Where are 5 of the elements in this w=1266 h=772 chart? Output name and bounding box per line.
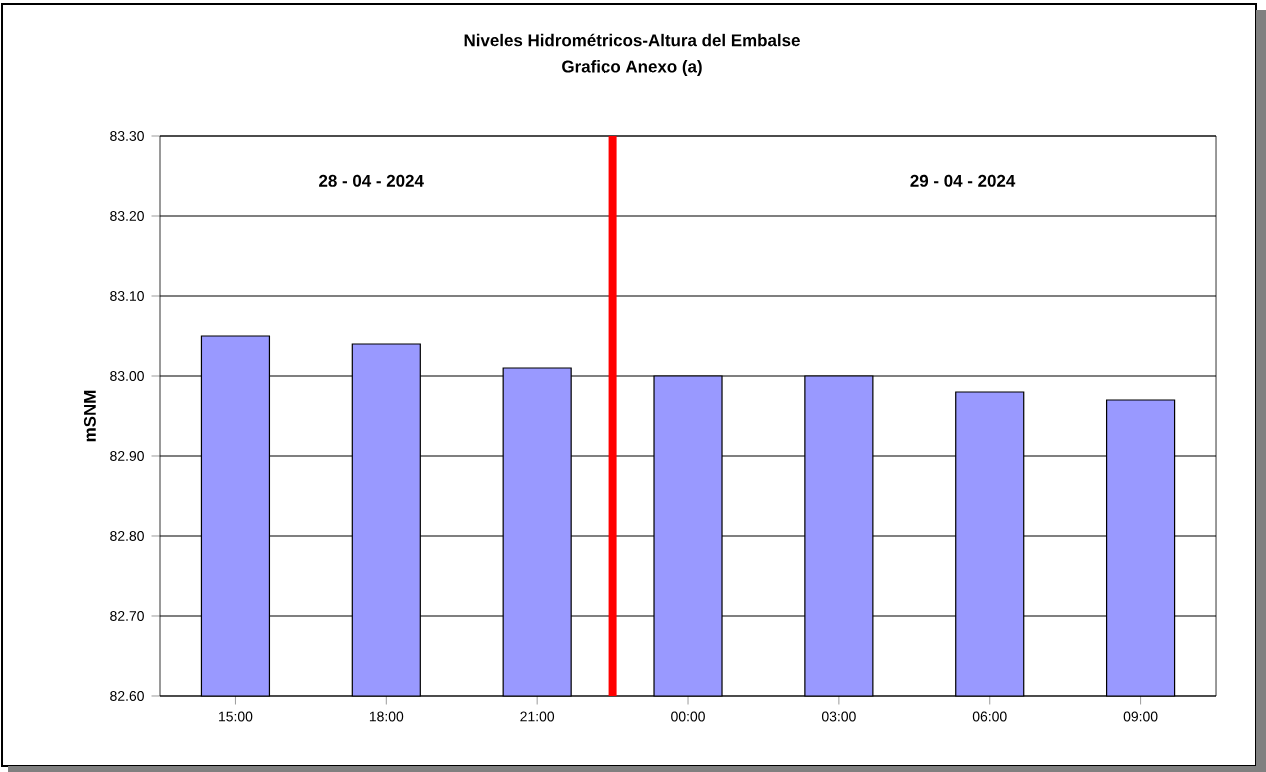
annotation: 28 - 04 - 2024 — [319, 174, 424, 187]
chart-title: Niveles Hidrométricos-Altura del Embalse — [464, 33, 800, 47]
annotation: 29 - 04 - 2024 — [910, 174, 1016, 187]
y-axis-title: mSNM — [83, 390, 96, 442]
chart-subtitle: Grafico Anexo (a) — [562, 60, 702, 76]
